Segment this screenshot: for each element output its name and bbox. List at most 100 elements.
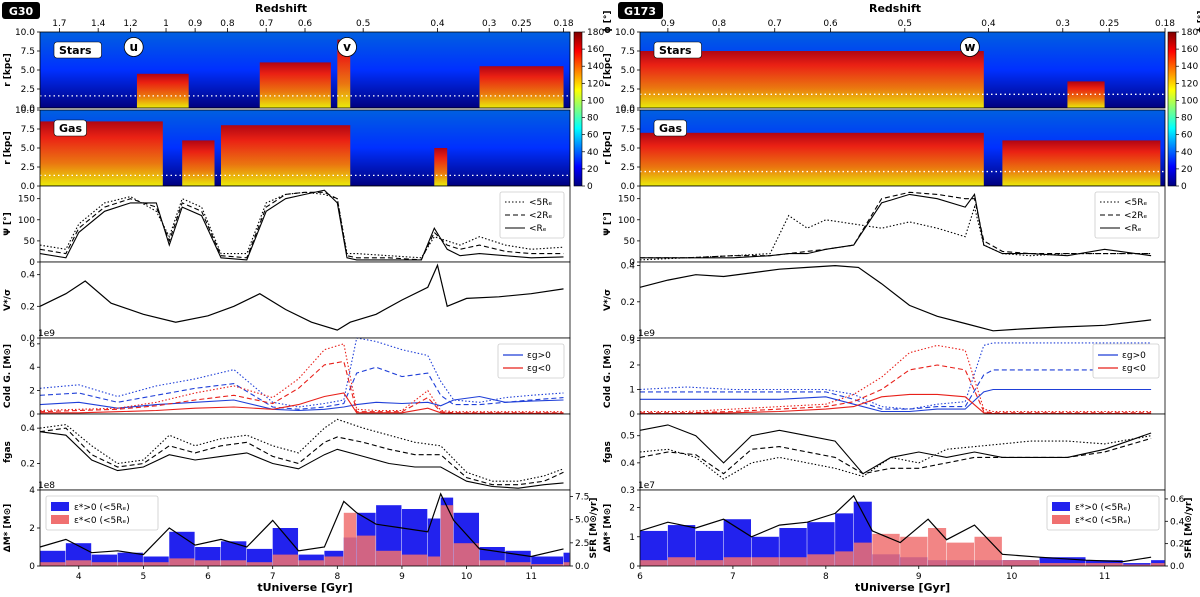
g30-sfr-legend-swatch — [51, 502, 69, 511]
right-figure: G173 Redshift 0.9 0.8 0.7 0.6 0.5 0.4 0.3 0.25 0… — [603, 2, 1200, 594]
g173-vsigma-ytick-label: 0.2 — [621, 298, 635, 308]
g173-sfr-legend — [1046, 495, 1160, 531]
g173-sfr-bar-neg — [779, 557, 807, 566]
g173-stars_panel-ylabel: r [kpc] — [603, 53, 613, 87]
g30-sfr-bar-neg — [143, 562, 169, 566]
g173-sfr-bar-neg — [807, 554, 835, 566]
g30-gas_panel-ytick-label: 7.5 — [21, 125, 35, 135]
g173-xtick-label: 6 — [637, 572, 643, 582]
g173-gas_panel-ytick-label: 5.0 — [621, 144, 636, 154]
g173-fgas-ylabel: fgas — [603, 441, 613, 463]
g30-sfr-y2label: SFR [M⊙/yr] — [589, 497, 599, 558]
g173-sfr-bar-neg — [974, 536, 1002, 566]
g173-gas_panel-label: Gas — [659, 122, 682, 135]
g30-coldgas-ytick-label: 0 — [29, 410, 35, 420]
g30-stars_panel-hot-region — [136, 73, 189, 108]
g173-gas_panel-ytick-label: 0.0 — [621, 182, 636, 192]
g30-sfr-bar-neg — [356, 535, 376, 566]
g30-redshift-tick-label: 0.5 — [356, 19, 370, 29]
g30-xtick-label: 10 — [461, 572, 473, 582]
g173-gas_panel-hot-region — [640, 132, 984, 186]
g30-xtick-label: 11 — [525, 572, 536, 582]
g173-redshift-tick-label: 0.4 — [981, 19, 996, 29]
g173-redshift-tick-label: 0.18 — [1155, 19, 1175, 29]
g30-gas_panel-hot-region — [182, 140, 215, 186]
g173-fgas-line-5re — [639, 435, 1152, 480]
g30-fgas-line-1re — [39, 431, 564, 489]
g30-coldgas-pos-1re — [39, 395, 564, 412]
g30-stars_panel-ytick-label: 2.5 — [21, 85, 35, 95]
g30-stars_panel-hot-region — [259, 62, 331, 108]
g173-sfr-y2tick-label: 0.6 — [1170, 495, 1185, 505]
g173-stars_panel-ytick-label: 10.0 — [615, 28, 635, 38]
g30-marker-label: u — [129, 40, 138, 54]
g30-fgas-line-5re — [39, 418, 564, 482]
g173-xtick-label: 10 — [1006, 572, 1018, 582]
g30-redshift-tick-label: 0.4 — [430, 19, 445, 29]
g173-sfr-bar-neg — [751, 557, 779, 566]
g173-fgas-ytick-label: 0.5 — [621, 432, 635, 442]
g30-sfr-bar-neg — [440, 505, 454, 566]
g30-gas_panel-ytick-label: 5.0 — [21, 144, 36, 154]
g173-coldgas-ytick-label: 0 — [629, 410, 635, 420]
g30-colorbar-tick-label: 20 — [587, 165, 599, 175]
g173-fgas-ytick-label: 0.3 — [621, 486, 635, 496]
g30-psi-line-1re — [39, 189, 564, 261]
g173-colorbar-tick-label: 0 — [1181, 182, 1187, 192]
g30-redshift-tick-label: 0.9 — [188, 19, 203, 29]
g173-sfr-exponent: 1e7 — [638, 481, 655, 491]
g173-sfr-bar-neg — [835, 551, 854, 566]
g173-colorbar-tick-label: 60 — [1181, 131, 1193, 141]
g30-sfr-ytick-label: 2 — [29, 524, 35, 534]
g173-colorbar — [1167, 31, 1177, 187]
g30-stars_panel-ytick-label: 10.0 — [15, 28, 35, 38]
g30-redshift-tick-label: 0.18 — [554, 19, 574, 29]
g30-sfr-bar-neg — [298, 560, 324, 566]
g173-sfr-y2tick-label: 0.0 — [1170, 562, 1185, 572]
g30-sfr-bar-pos — [531, 556, 564, 566]
g30-colorbar-tick-label: 120 — [587, 79, 604, 89]
g173-sfr-bar-neg — [1123, 564, 1151, 566]
g173-badge-bg — [618, 2, 663, 19]
g173-sfr-y2label: SFR [M⊙/yr] — [1184, 497, 1194, 558]
g30-colorbar-tick-label: 180 — [587, 28, 604, 38]
g173-gas_panel-ytick-label: 2.5 — [621, 163, 635, 173]
g30-vsigma-ylabel: V*/σ — [3, 289, 13, 311]
g30-stars_panel-ylabel: r [kpc] — [3, 53, 13, 87]
g30-coldgas-ytick-label: 6 — [29, 340, 35, 350]
g30-stars_panel-hot-region — [479, 66, 564, 108]
g30-sfr-bar-neg — [505, 562, 531, 566]
g30-marker-circle — [337, 37, 357, 57]
g30-coldgas-legend — [497, 343, 565, 379]
g173-colorbar-tick-label: 140 — [1181, 62, 1198, 72]
g173-coldgas-neg-1re — [640, 393, 1152, 415]
g173-sfr-frame — [639, 489, 1166, 567]
g173-sfr-ytick-label: 0 — [629, 562, 635, 572]
g30-coldgas-legend-label: εg>0 — [527, 351, 551, 361]
g30-fgas-ytick-label: 0.4 — [21, 424, 36, 434]
g30-psi-ytick-label: 100 — [18, 216, 35, 226]
g30-sfr-bar-neg — [343, 512, 357, 566]
g30-redshift-tick-label: 1.4 — [91, 19, 106, 29]
g30-coldgas-ytick-label: 2 — [29, 387, 35, 397]
g173-sfr-bar-neg — [723, 557, 752, 566]
g30-coldgas-ytick-label: 4 — [29, 363, 35, 373]
g30-sfr-ylabel: ΔM* [M⊙] — [3, 504, 13, 553]
g173-coldgas-neg-2re — [640, 364, 1152, 414]
g173-vsigma-ytick-label: 0.4 — [621, 262, 636, 272]
g30-sfr-bar-neg — [65, 560, 92, 566]
g30-redshift-tick-label: 1 — [163, 19, 169, 29]
g30-vsigma-bg — [40, 262, 570, 338]
g30-colorbar-tick-label: 60 — [587, 131, 599, 141]
g30-psi-line-2re — [39, 191, 564, 261]
g30-colorbar-tick-label: 80 — [587, 114, 599, 124]
g30-gas_panel-ytick-label: 2.5 — [21, 163, 35, 173]
g30-sfr-bar-neg — [91, 562, 118, 566]
g173-sfr-bar-neg — [900, 536, 928, 566]
g173-stars_panel-ytick-label: 5.0 — [621, 66, 636, 76]
g173-gas_panel-ytick-label: 7.5 — [621, 125, 635, 135]
g30-sfr-bar-neg — [479, 560, 505, 566]
g173-sfr-y2tick-label: 0.4 — [1170, 517, 1185, 527]
g173-redshift-tick-label: 0.3 — [1056, 19, 1070, 29]
g173-coldgas-legend — [1092, 343, 1160, 379]
